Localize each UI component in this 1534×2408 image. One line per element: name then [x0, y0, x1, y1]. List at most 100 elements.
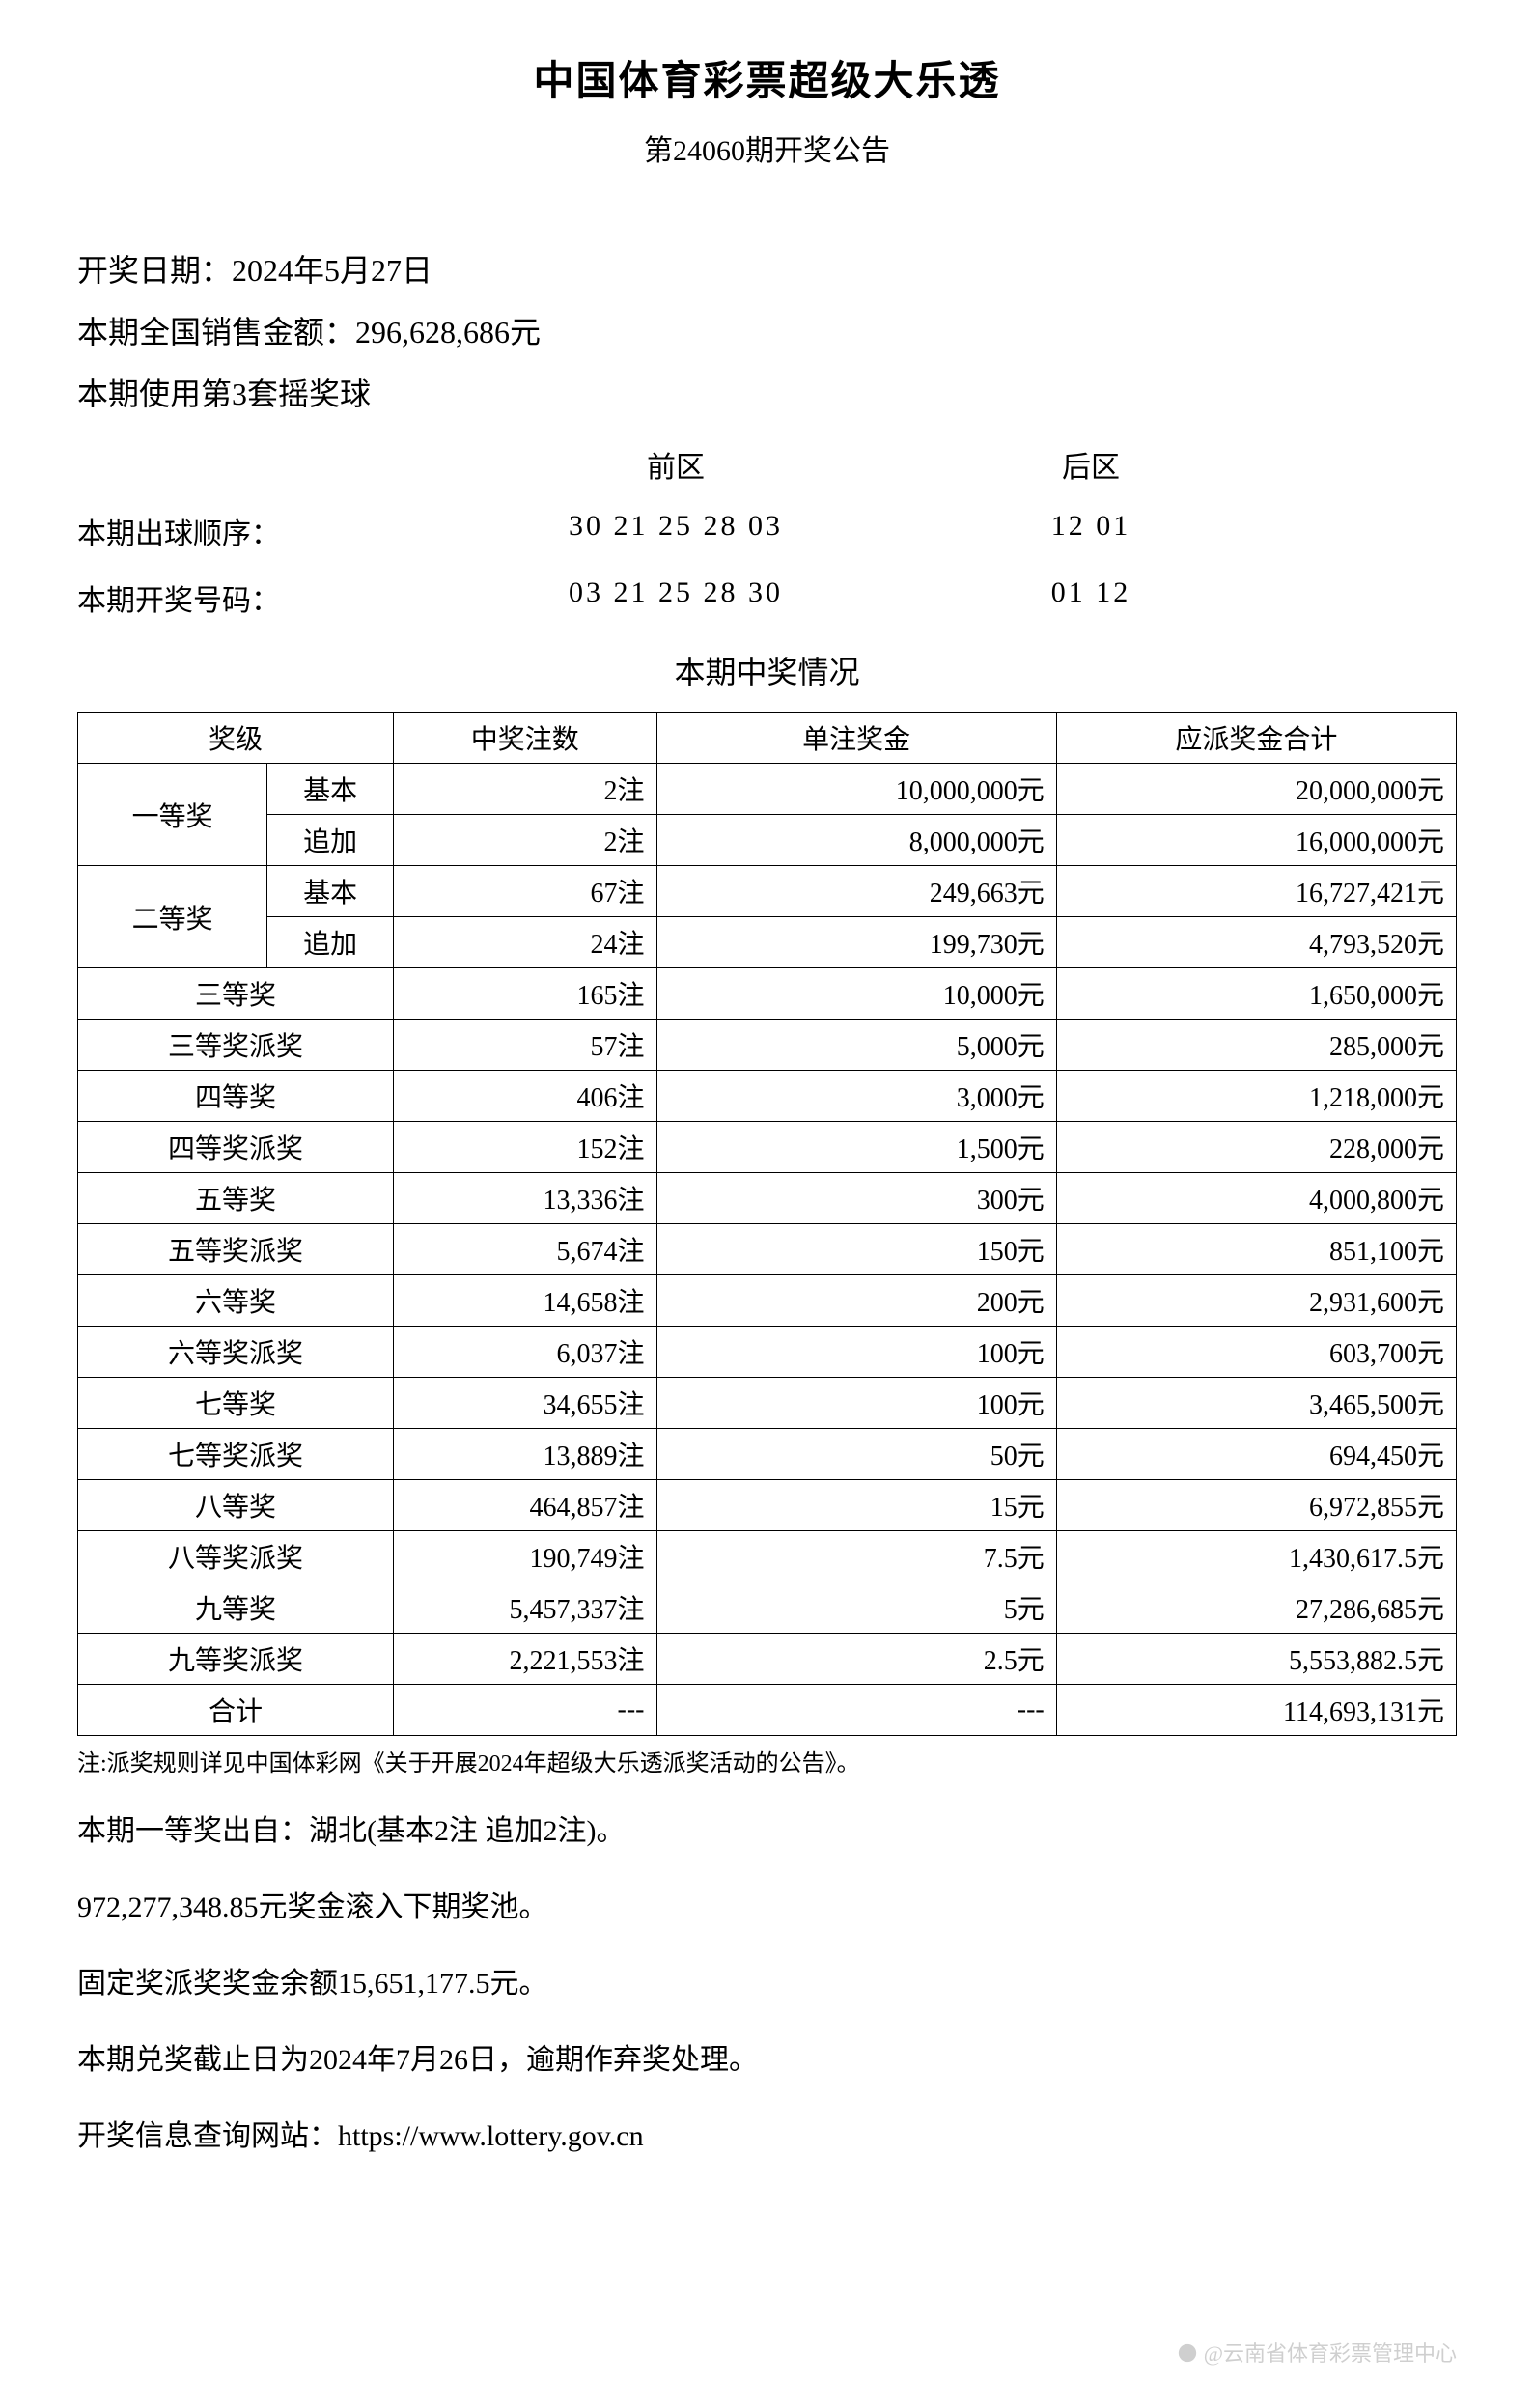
total-cell: 27,286,685元: [1056, 1582, 1456, 1634]
count-cell: 165注: [394, 968, 657, 1020]
table-row: 五等奖13,336注300元4,000,800元: [78, 1173, 1457, 1224]
draw-order-back: 12 01: [907, 510, 1274, 552]
total-cell: 1,218,000元: [1056, 1071, 1456, 1122]
footer-line-5: 开奖信息查询网站：https://www.lottery.gov.cn: [77, 2112, 1457, 2154]
amount-cell: 5元: [656, 1582, 1056, 1634]
draw-date-line: 开奖日期：2024年5月27日: [77, 246, 1457, 291]
draw-order-row: 本期出球顺序： 30 21 25 28 03 12 01: [77, 510, 1457, 552]
table-row: 七等奖34,655注100元3,465,500元: [78, 1378, 1457, 1429]
amount-cell: 150元: [656, 1224, 1056, 1275]
watermark: @云南省体育彩票管理中心: [1177, 2337, 1457, 2369]
type-cell: 追加: [267, 917, 394, 968]
count-cell: 464,857注: [394, 1480, 657, 1531]
amount-cell: ---: [656, 1685, 1056, 1736]
amount-cell: 50元: [656, 1429, 1056, 1480]
page-title: 中国体育彩票超级大乐透: [77, 48, 1457, 107]
count-cell: 152注: [394, 1122, 657, 1173]
winning-back: 01 12: [907, 576, 1274, 619]
amount-cell: 7.5元: [656, 1531, 1056, 1582]
page-subtitle: 第24060期开奖公告: [77, 126, 1457, 169]
total-cell: 3,465,500元: [1056, 1378, 1456, 1429]
total-cell: 1,650,000元: [1056, 968, 1456, 1020]
prize-table: 奖级 中奖注数 单注奖金 应派奖金合计 一等奖基本2注10,000,000元20…: [77, 712, 1457, 1736]
tier-cell: 八等奖派奖: [78, 1531, 394, 1582]
total-cell: 16,727,421元: [1056, 866, 1456, 917]
count-cell: 2注: [394, 815, 657, 866]
count-cell: 34,655注: [394, 1378, 657, 1429]
amount-cell: 100元: [656, 1327, 1056, 1378]
footer-line-1: 本期一等奖出自：湖北(基本2注 追加2注)。: [77, 1806, 1457, 1849]
tier-cell: 三等奖派奖: [78, 1020, 394, 1071]
tier-cell: 二等奖: [78, 866, 267, 968]
total-cell: 603,700元: [1056, 1327, 1456, 1378]
col-header-count: 中奖注数: [394, 713, 657, 764]
footer-line-2: 972,277,348.85元奖金滚入下期奖池。: [77, 1883, 1457, 1925]
type-cell: 追加: [267, 815, 394, 866]
table-row: 三等奖派奖57注5,000元285,000元: [78, 1020, 1457, 1071]
total-cell: 5,553,882.5元: [1056, 1634, 1456, 1685]
tier-cell: 五等奖派奖: [78, 1224, 394, 1275]
number-header-row: 前区 后区: [77, 443, 1457, 486]
winning-row: 本期开奖号码： 03 21 25 28 30 01 12: [77, 576, 1457, 619]
number-section: 前区 后区 本期出球顺序： 30 21 25 28 03 12 01 本期开奖号…: [77, 443, 1457, 619]
table-note: 注:派奖规则详见中国体彩网《关于开展2024年超级大乐透派奖活动的公告》。: [77, 1744, 1457, 1778]
table-row: 追加24注199,730元4,793,520元: [78, 917, 1457, 968]
count-cell: 24注: [394, 917, 657, 968]
amount-cell: 5,000元: [656, 1020, 1056, 1071]
tier-cell: 七等奖派奖: [78, 1429, 394, 1480]
table-row: 五等奖派奖5,674注150元851,100元: [78, 1224, 1457, 1275]
count-cell: 14,658注: [394, 1275, 657, 1327]
count-cell: 67注: [394, 866, 657, 917]
total-cell: 694,450元: [1056, 1429, 1456, 1480]
total-cell: 228,000元: [1056, 1122, 1456, 1173]
amount-cell: 249,663元: [656, 866, 1056, 917]
amount-cell: 200元: [656, 1275, 1056, 1327]
tier-cell: 合计: [78, 1685, 394, 1736]
total-cell: 285,000元: [1056, 1020, 1456, 1071]
type-cell: 基本: [267, 866, 394, 917]
table-row: 追加2注8,000,000元16,000,000元: [78, 815, 1457, 866]
footer-line-3: 固定奖派奖奖金余额15,651,177.5元。: [77, 1959, 1457, 2002]
amount-cell: 15元: [656, 1480, 1056, 1531]
amount-cell: 100元: [656, 1378, 1056, 1429]
amount-cell: 3,000元: [656, 1071, 1056, 1122]
footer-line-4: 本期兑奖截止日为2024年7月26日，逾期作弃奖处理。: [77, 2035, 1457, 2078]
table-row: 三等奖165注10,000元1,650,000元: [78, 968, 1457, 1020]
ballset-line: 本期使用第3套摇奖球: [77, 370, 1457, 414]
sales-label: 本期全国销售金额：: [77, 315, 355, 350]
total-cell: 2,931,600元: [1056, 1275, 1456, 1327]
sales-line: 本期全国销售金额：296,628,686元: [77, 308, 1457, 352]
count-cell: 5,457,337注: [394, 1582, 657, 1634]
table-row: 合计------114,693,131元: [78, 1685, 1457, 1736]
table-row: 八等奖派奖190,749注7.5元1,430,617.5元: [78, 1531, 1457, 1582]
count-cell: 190,749注: [394, 1531, 657, 1582]
tier-cell: 七等奖: [78, 1378, 394, 1429]
tier-cell: 六等奖派奖: [78, 1327, 394, 1378]
amount-cell: 10,000元: [656, 968, 1056, 1020]
col-header-tier: 奖级: [78, 713, 394, 764]
winning-label: 本期开奖号码：: [77, 576, 444, 619]
amount-cell: 300元: [656, 1173, 1056, 1224]
amount-cell: 10,000,000元: [656, 764, 1056, 815]
draw-date-value: 2024年5月27日: [232, 253, 432, 288]
amount-cell: 199,730元: [656, 917, 1056, 968]
watermark-text: @云南省体育彩票管理中心: [1204, 2341, 1457, 2366]
count-cell: 5,674注: [394, 1224, 657, 1275]
table-row: 四等奖406注3,000元1,218,000元: [78, 1071, 1457, 1122]
col-header-total: 应派奖金合计: [1056, 713, 1456, 764]
table-row: 一等奖基本2注10,000,000元20,000,000元: [78, 764, 1457, 815]
total-cell: 6,972,855元: [1056, 1480, 1456, 1531]
total-cell: 1,430,617.5元: [1056, 1531, 1456, 1582]
draw-order-front: 30 21 25 28 03: [444, 510, 907, 552]
table-row: 八等奖464,857注15元6,972,855元: [78, 1480, 1457, 1531]
amount-cell: 8,000,000元: [656, 815, 1056, 866]
tier-cell: 四等奖派奖: [78, 1122, 394, 1173]
table-row: 四等奖派奖152注1,500元228,000元: [78, 1122, 1457, 1173]
tier-cell: 四等奖: [78, 1071, 394, 1122]
back-zone-label: 后区: [907, 443, 1274, 486]
count-cell: 6,037注: [394, 1327, 657, 1378]
total-cell: 20,000,000元: [1056, 764, 1456, 815]
total-cell: 4,793,520元: [1056, 917, 1456, 968]
tier-cell: 八等奖: [78, 1480, 394, 1531]
weibo-icon: [1177, 2342, 1198, 2369]
